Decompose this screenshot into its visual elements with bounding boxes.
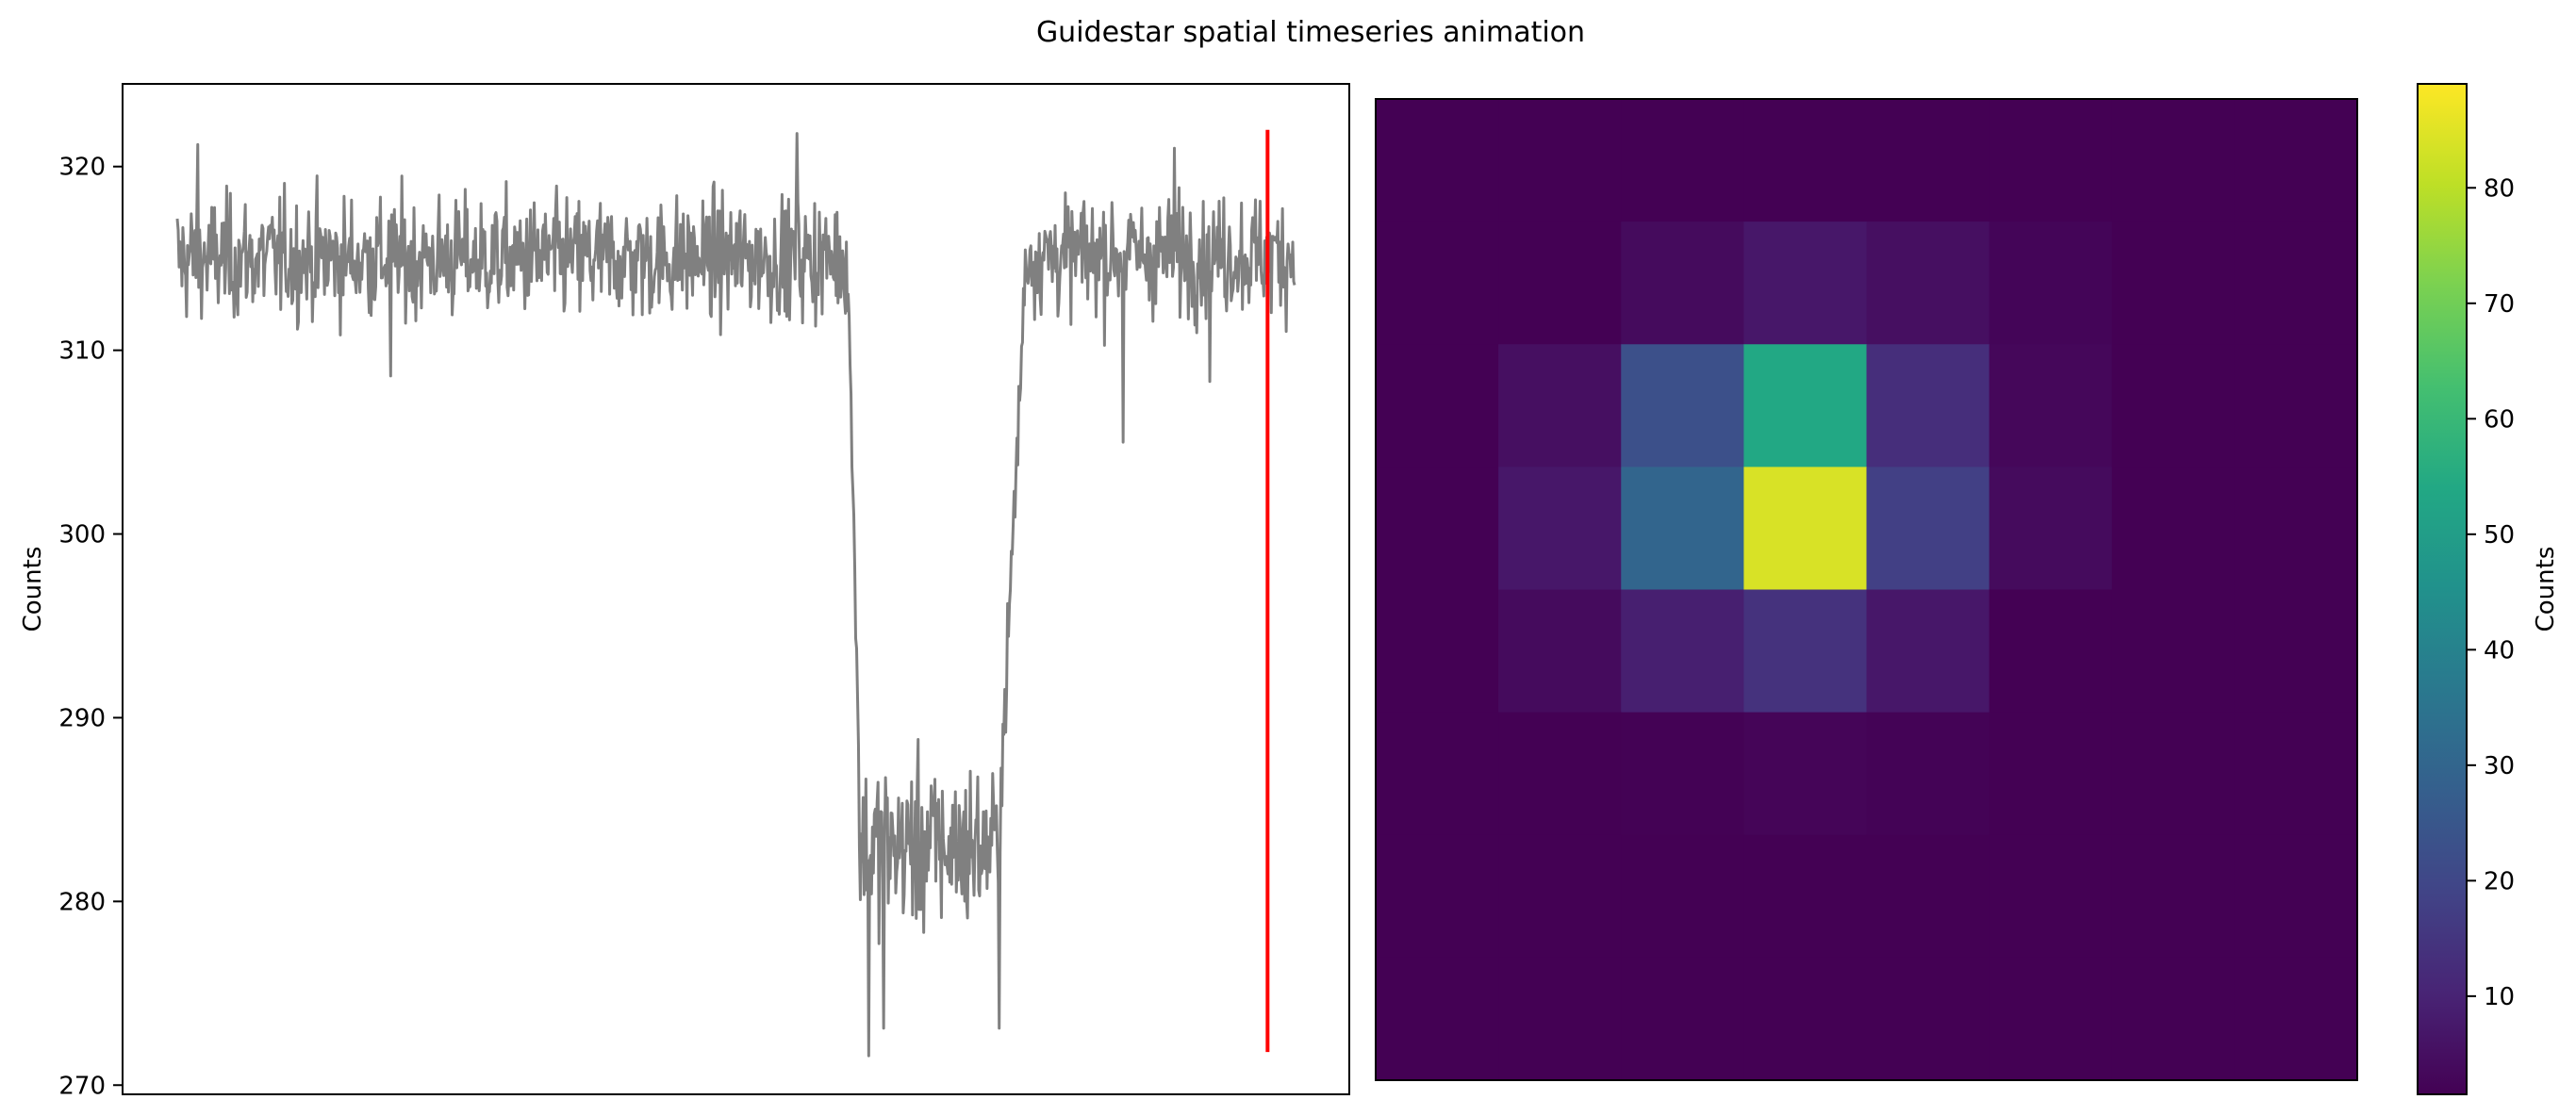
heatmap-cell: [1866, 834, 1990, 959]
y-tick-label: 320: [58, 154, 106, 182]
heatmap-cell: [1621, 957, 1744, 1081]
figure-title: Guidestar spatial timeseries animation: [1036, 16, 1585, 49]
colorbar-tick-label: 30: [2484, 752, 2515, 780]
heatmap-cell: [1743, 344, 1868, 468]
colorbar-tick-label: 50: [2484, 521, 2515, 550]
heatmap-cell: [2111, 222, 2236, 345]
heatmap-cell: [1866, 712, 1990, 836]
heatmap-cell: [1498, 99, 1622, 222]
colorbar-frame: [2417, 83, 2468, 1095]
colorbar-tick-label: 40: [2484, 636, 2515, 665]
heatmap-cell: [1989, 957, 2113, 1081]
heatmap-cell: [1866, 589, 1990, 714]
colorbar-tick-label: 10: [2484, 983, 2515, 1011]
colorbar-tick-label: 20: [2484, 867, 2515, 895]
heatmap-cell: [1376, 712, 1499, 836]
colorbar-tick-label: 80: [2484, 174, 2515, 203]
timeseries-axes-frame: [122, 83, 1350, 1095]
y-tick-label: 280: [58, 888, 106, 916]
heatmap-cell: [1743, 834, 1868, 959]
heatmap-cell: [2111, 467, 2236, 591]
heatmap-cell: [2234, 344, 2358, 468]
heatmap-panel: [1375, 98, 2358, 1081]
heatmap-cell: [1376, 99, 1499, 222]
heatmap-cell: [1989, 222, 2113, 345]
colorbar-ticks: 10 20 30 40 50 60 70 80: [2467, 174, 2515, 1011]
heatmap-cell: [1621, 222, 1744, 345]
colorbar-label: Counts: [2532, 547, 2560, 632]
timeseries-y-axis-label: Counts: [19, 547, 47, 632]
heatmap-cell: [2234, 589, 2358, 714]
heatmap-cell: [1498, 589, 1622, 714]
y-tick-label: 300: [58, 521, 106, 550]
heatmap-cell: [1989, 99, 2113, 222]
heatmap-cell: [1743, 222, 1868, 345]
heatmap-cell: [2234, 712, 2358, 836]
heatmap-cell: [1989, 589, 2113, 714]
heatmap-cell: [2111, 957, 2236, 1081]
heatmap-cell: [1498, 467, 1622, 591]
timeseries-panel: 270 280 290 300 310 320 Counts: [19, 83, 1350, 1100]
heatmap-cell: [1743, 712, 1868, 836]
heatmap-cell: [1866, 344, 1990, 468]
heatmap-cell: [1743, 957, 1868, 1081]
heatmap-cell: [1621, 99, 1744, 222]
heatmap-cell: [1866, 99, 1990, 222]
y-tick-label: 290: [58, 704, 106, 732]
heatmap-cell: [1376, 834, 1499, 959]
heatmap-cell: [2234, 834, 2358, 959]
heatmap-cell: [1866, 467, 1990, 591]
heatmap-cell: [1376, 589, 1499, 714]
heatmap-cell: [1376, 222, 1499, 345]
y-tick-label: 270: [58, 1072, 106, 1100]
heatmap-cell: [1989, 467, 2113, 591]
heatmap-cell: [1621, 467, 1744, 591]
timeseries-line: [175, 132, 1296, 1058]
colorbar-tick-label: 70: [2484, 290, 2515, 319]
heatmap-cell: [2234, 222, 2358, 345]
heatmap-cell: [1866, 222, 1990, 345]
heatmap-cells: [1376, 99, 2358, 1081]
heatmap-cell: [1498, 344, 1622, 468]
heatmap-cell: [1743, 467, 1868, 591]
heatmap-cell: [1498, 834, 1622, 959]
timeseries-y-ticks: 270 280 290 300 310 320: [58, 154, 123, 1100]
heatmap-cell: [1376, 344, 1499, 468]
heatmap-cell: [1621, 589, 1744, 714]
heatmap-cell: [2234, 957, 2358, 1081]
y-tick-label: 310: [58, 337, 106, 366]
heatmap-cell: [1498, 957, 1622, 1081]
heatmap-axes-frame: [1375, 98, 2358, 1081]
colorbar: 10 20 30 40 50 60 70 80 Counts: [2417, 83, 2560, 1095]
heatmap-cell: [1989, 712, 2113, 836]
heatmap-cell: [1621, 712, 1744, 836]
heatmap-cell: [2111, 344, 2236, 468]
heatmap-cell: [1621, 834, 1744, 959]
heatmap-cell: [1621, 344, 1744, 468]
heatmap-cell: [2111, 712, 2236, 836]
heatmap-cell: [2111, 99, 2236, 222]
heatmap-cell: [2234, 99, 2358, 222]
heatmap-cell: [1989, 834, 2113, 959]
heatmap-cell: [2234, 467, 2358, 591]
colorbar-tick-label: 60: [2484, 405, 2515, 434]
heatmap-cell: [2111, 834, 2236, 959]
heatmap-cell: [1743, 99, 1868, 222]
colorbar-gradient: [2418, 84, 2467, 1094]
heatmap-cell: [1376, 467, 1499, 591]
heatmap-cell: [1376, 957, 1499, 1081]
heatmap-cell: [1498, 222, 1622, 345]
heatmap-cell: [1498, 712, 1622, 836]
heatmap-cell: [1743, 589, 1868, 714]
heatmap-cell: [2111, 589, 2236, 714]
heatmap-cell: [1989, 344, 2113, 468]
heatmap-cell: [1866, 957, 1990, 1081]
